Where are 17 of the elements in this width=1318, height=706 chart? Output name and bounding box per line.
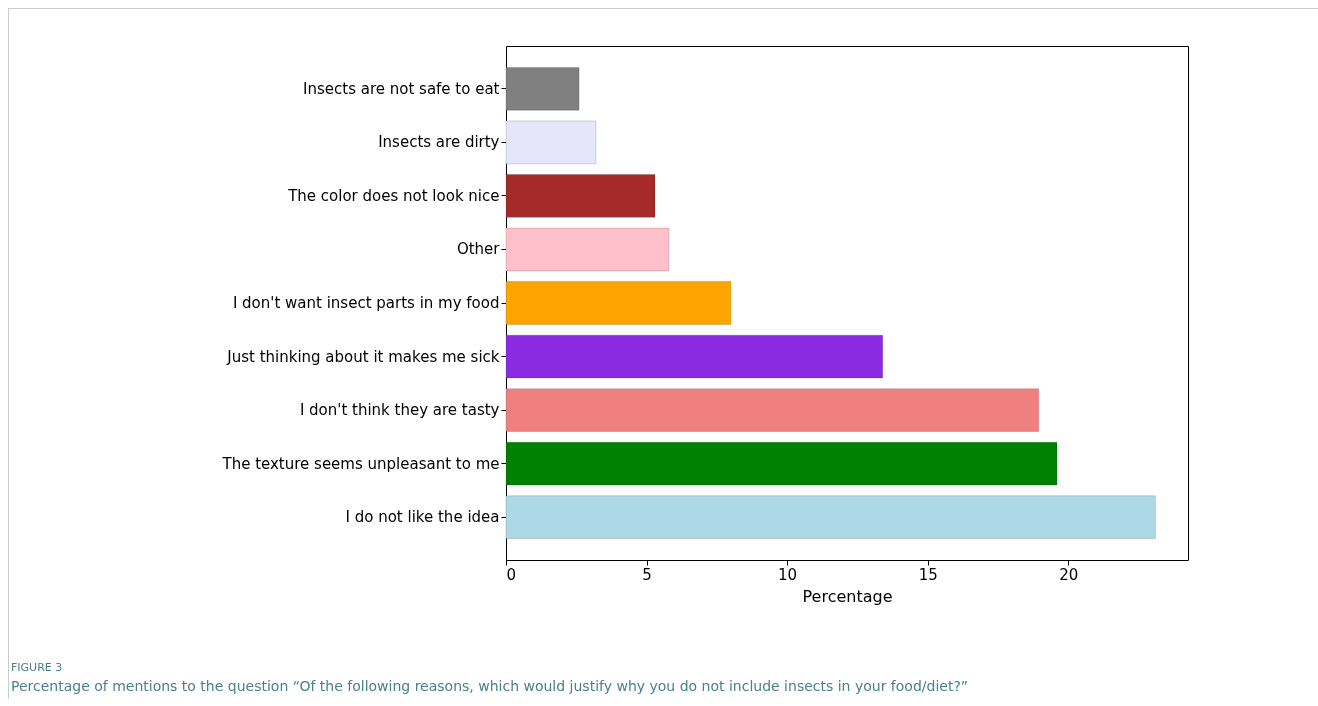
x-tick-label: 20	[1059, 565, 1079, 584]
y-tick-label: Insects are not safe to eat	[303, 79, 500, 98]
x-tick-label: 5	[642, 565, 652, 584]
y-tick-label: Just thinking about it makes me sick	[226, 347, 500, 366]
x-tick-label: 0	[506, 565, 517, 584]
y-tick-label: I don't want insect parts in my food	[232, 294, 500, 312]
x-axis-title: Percentage	[802, 586, 893, 606]
y-tick-label: The color does not look nice	[287, 186, 500, 205]
y-tick-label: Other	[456, 240, 501, 259]
y-tick-label: Insects are dirty	[378, 133, 500, 152]
y-tick-label: The texture seems unpleasant to me	[221, 454, 500, 473]
text: Percentage of mentions to the question “Of the following reasons, which would justify why you do not include insects in your food/diet?”	[11, 678, 969, 694]
x-tick-label: 15	[918, 565, 938, 584]
caption: FIGURE 3	[11, 661, 64, 674]
y-tick-label: I don't think they are tasty	[299, 401, 500, 420]
x-tick-label: 10	[778, 565, 798, 584]
y-tick-label: I do not like the idea	[345, 508, 500, 527]
